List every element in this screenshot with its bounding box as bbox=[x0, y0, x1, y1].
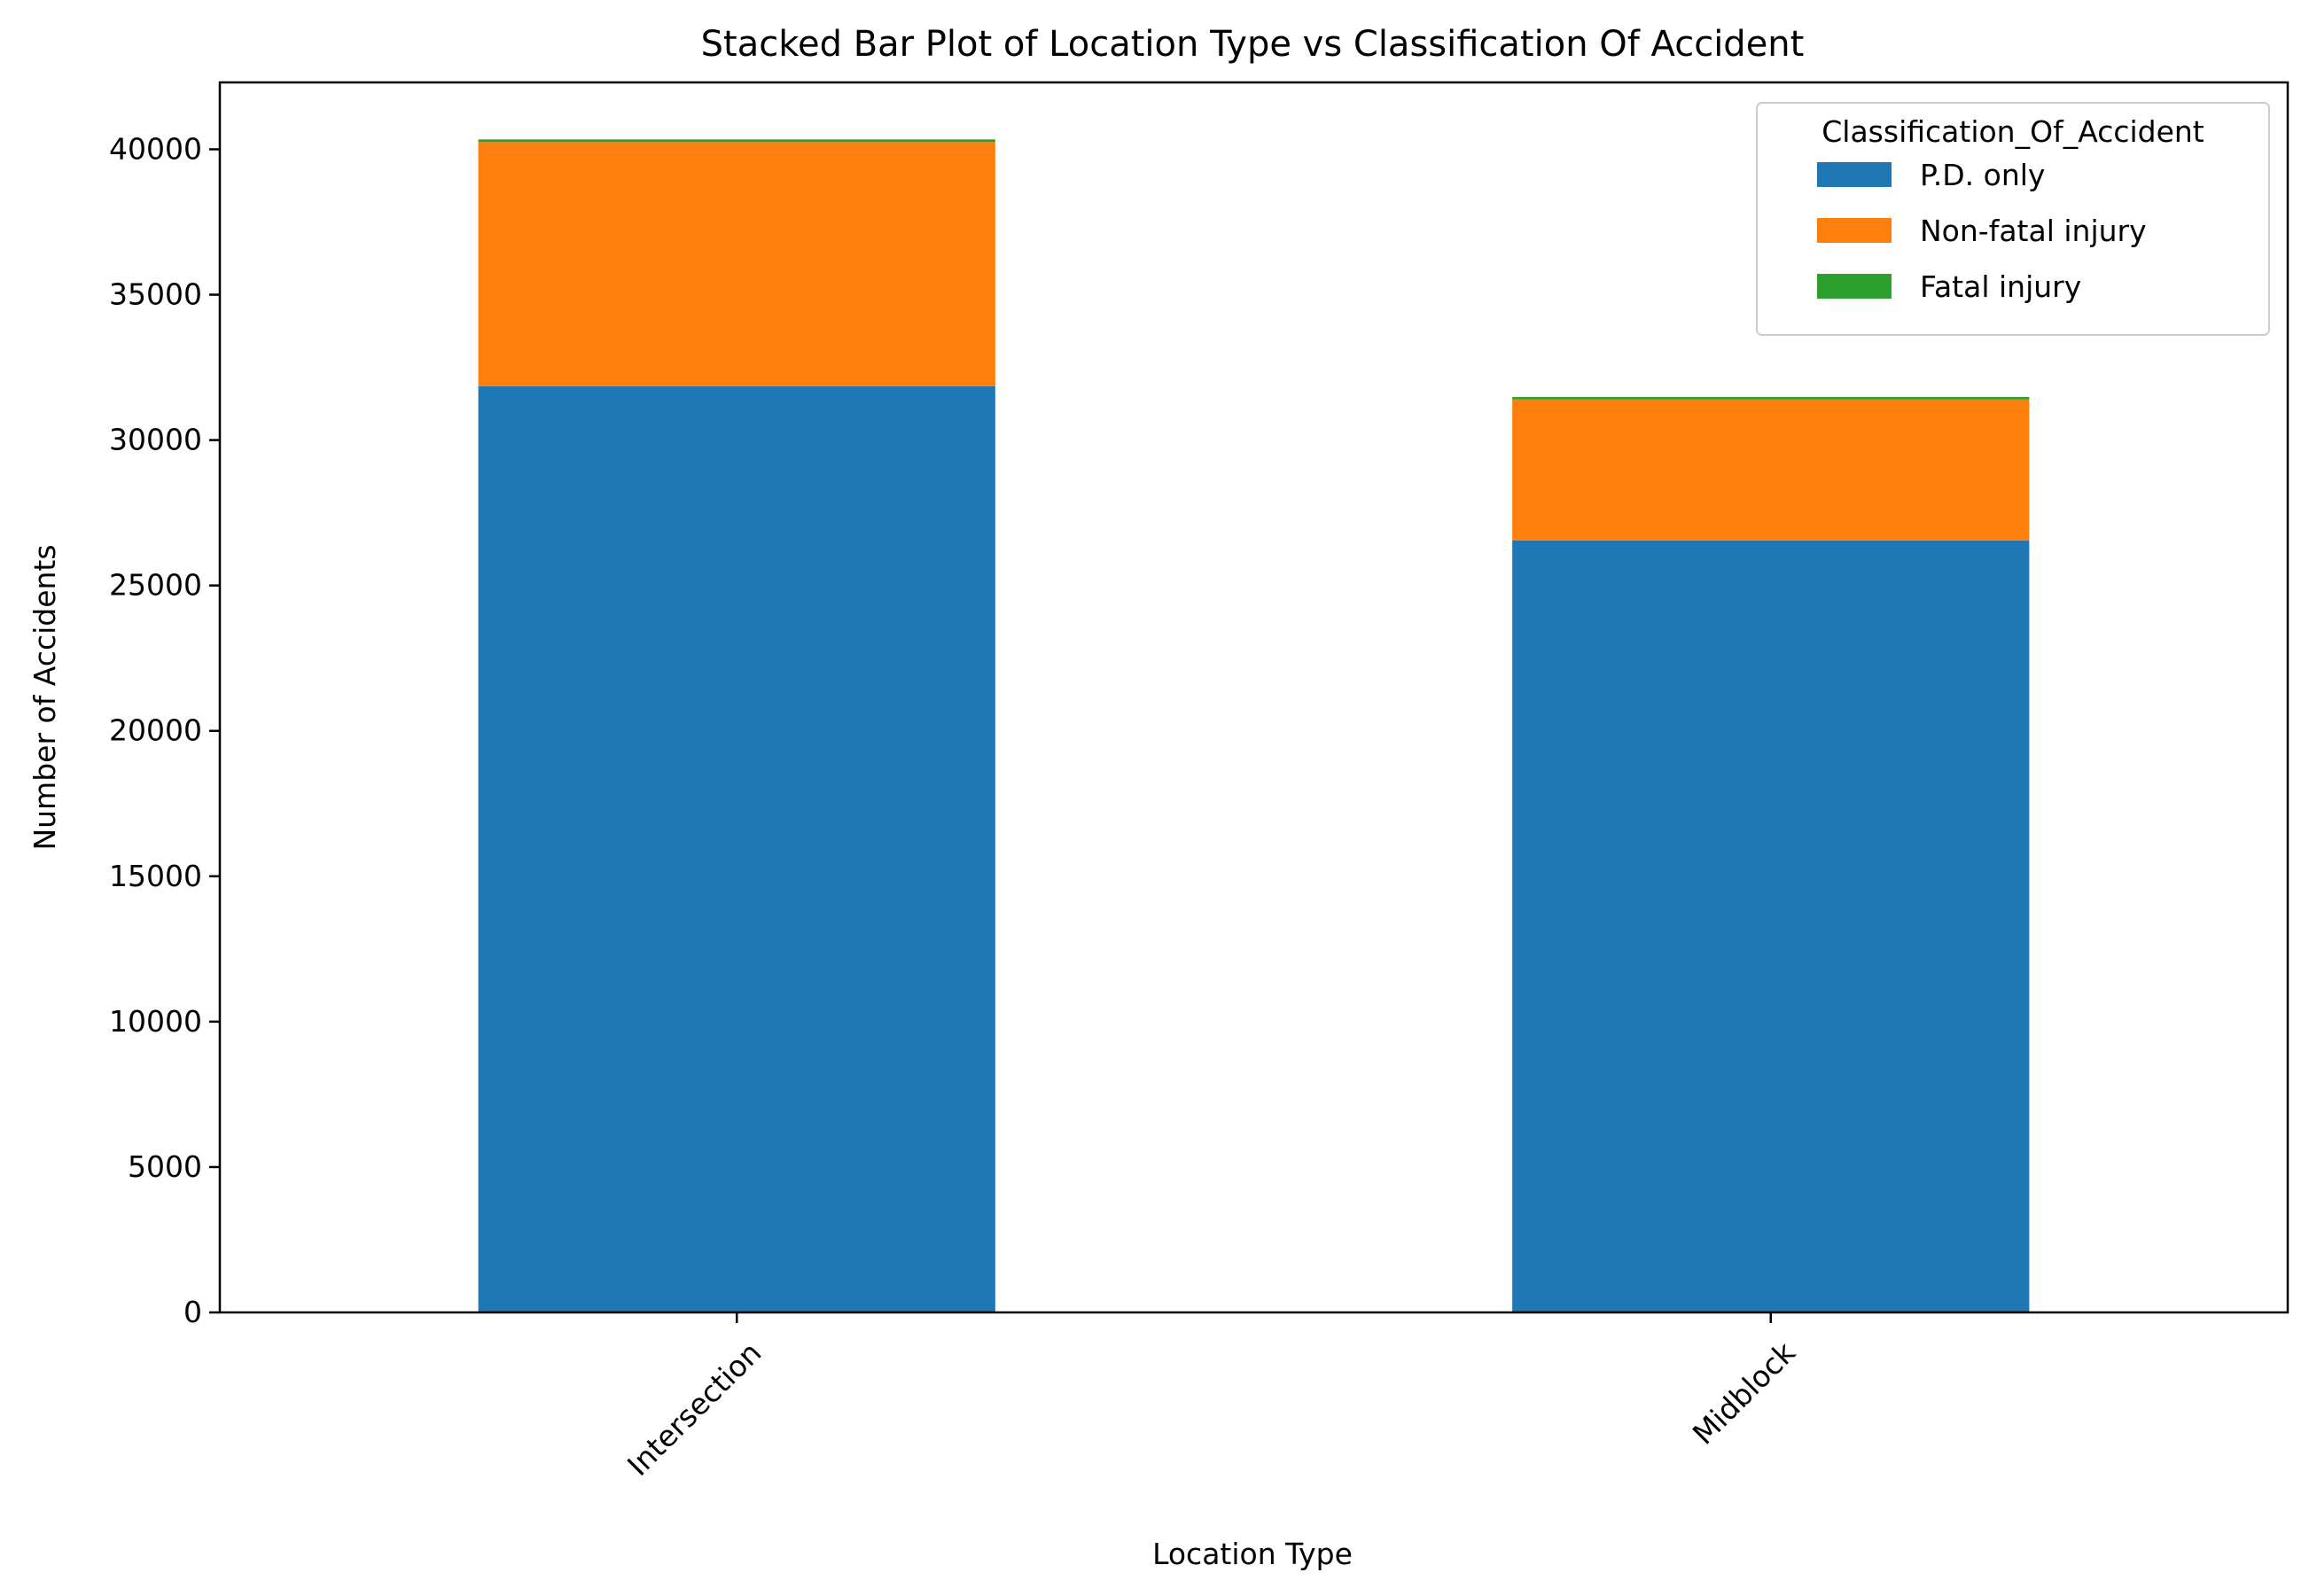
x-tick-label: Intersection bbox=[620, 1335, 768, 1483]
bar-midblock-series-0 bbox=[1512, 540, 2030, 1312]
y-tick-label: 20000 bbox=[109, 713, 202, 748]
bar-intersection-series-2 bbox=[478, 139, 995, 143]
x-tick-label: Midblock bbox=[1686, 1335, 1803, 1452]
y-tick-label: 40000 bbox=[109, 131, 202, 166]
y-axis-ticks: 0 5000 10000 15000 20000 25000 30000 35000 40000 bbox=[109, 131, 220, 1329]
bar-intersection-series-1 bbox=[478, 142, 995, 386]
y-tick-label: 5000 bbox=[128, 1149, 202, 1184]
bar-intersection-series-0 bbox=[478, 385, 995, 1313]
y-tick-label: 15000 bbox=[109, 859, 202, 893]
chart-title: Stacked Bar Plot of Location Type vs Cla… bbox=[701, 24, 1805, 65]
plot-frame bbox=[218, 81, 2289, 1314]
legend-label: Fatal injury bbox=[1920, 269, 2081, 304]
legend-label: Non-fatal injury bbox=[1920, 214, 2147, 248]
legend-swatch bbox=[1817, 274, 1892, 299]
bars-layer bbox=[478, 139, 2030, 1313]
y-tick-label: 30000 bbox=[109, 423, 202, 457]
y-axis-title: Number of Accidents bbox=[27, 544, 62, 850]
y-tick-label: 10000 bbox=[109, 1004, 202, 1039]
bar-midblock-series-1 bbox=[1512, 399, 2030, 541]
legend-label: P.D. only bbox=[1920, 158, 2045, 192]
y-tick-label: 25000 bbox=[109, 568, 202, 603]
legend-swatch bbox=[1817, 162, 1892, 187]
legend-swatch bbox=[1817, 218, 1892, 243]
legend: Classification_Of_Accident P.D. only Non-… bbox=[1756, 102, 2270, 336]
legend-items: P.D. only Non-fatal injury Fatal injury bbox=[1817, 158, 2147, 304]
bar-midblock-series-2 bbox=[1512, 397, 2030, 400]
y-tick-label: 0 bbox=[183, 1295, 202, 1329]
x-axis-ticks: Intersection Midblock bbox=[620, 1312, 1803, 1483]
legend-title: Classification_Of_Accident bbox=[1821, 114, 2204, 149]
x-axis-title: Location Type bbox=[1152, 1537, 1353, 1571]
y-tick-label: 35000 bbox=[109, 277, 202, 312]
